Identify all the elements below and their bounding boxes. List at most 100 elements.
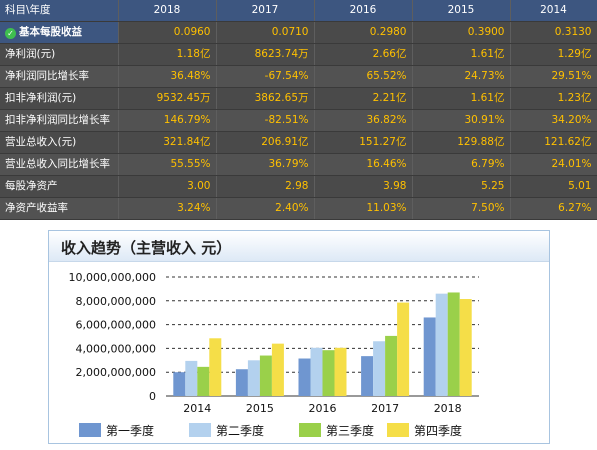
bar <box>310 347 323 396</box>
bar <box>173 372 186 396</box>
y-tick-label: 2,000,000,000 <box>76 366 156 379</box>
table-cell: 5.01 <box>510 175 597 198</box>
table-row: 营业总收入(元) 321.84亿 206.91亿 151.27亿 129.88亿 121.… <box>0 131 597 154</box>
chart-title: 收入趋势（主营收入 元） <box>61 239 232 257</box>
bar <box>447 292 460 396</box>
table-cell: 0.0710 <box>216 21 315 44</box>
table-cell: 1.61亿 <box>412 43 511 66</box>
table-cell: 206.91亿 <box>216 131 315 154</box>
row-label-text: 净利润(元) <box>5 48 56 60</box>
legend-label: 第三季度 <box>326 423 374 438</box>
table-cell: -82.51% <box>216 109 315 132</box>
row-label-text: 基本每股收益 <box>19 26 82 38</box>
row-label-text: 净利润同比增长率 <box>5 70 89 82</box>
table-cell: 9532.45万 <box>118 87 217 110</box>
legend-swatch <box>387 423 409 437</box>
legend-label: 第一季度 <box>106 423 154 438</box>
table-cell: 2.21亿 <box>314 87 413 110</box>
bar <box>361 356 374 396</box>
bar <box>247 360 260 396</box>
bar <box>322 350 335 396</box>
table-cell: 7.50% <box>412 197 511 220</box>
row-label-text: 营业总收入同比增长率 <box>5 158 110 170</box>
x-tick-label: 2016 <box>309 402 337 415</box>
table-cell: 8623.74万 <box>216 43 315 66</box>
bar <box>423 317 436 396</box>
row-label: ✓ 基本每股收益 <box>0 21 119 44</box>
table-cell: 0.2980 <box>314 21 413 44</box>
table-cell: 2.40% <box>216 197 315 220</box>
table-cell: 29.51% <box>510 65 597 88</box>
y-tick-label: 8,000,000,000 <box>76 295 156 308</box>
table-cell: 6.27% <box>510 197 597 220</box>
row-label: 扣非净利润同比增长率 <box>0 109 119 132</box>
table-cell: 11.03% <box>314 197 413 220</box>
x-tick-label: 2015 <box>246 402 274 415</box>
y-tick-label: 0 <box>149 390 156 403</box>
table-cell: 1.23亿 <box>510 87 597 110</box>
bar <box>334 347 347 396</box>
row-label: 净资产收益率 <box>0 197 119 220</box>
row-label: 扣非净利润(元) <box>0 87 119 110</box>
chart-canvas: 10,000,000,000 8,000,000,000 6,000,000,000… <box>69 271 479 438</box>
table-header-cell: 2016 <box>314 0 413 22</box>
table-cell: 5.25 <box>412 175 511 198</box>
table-cell: 65.52% <box>314 65 413 88</box>
table-cell: 3.98 <box>314 175 413 198</box>
table-cell: 321.84亿 <box>118 131 217 154</box>
table-cell: 55.55% <box>118 153 217 176</box>
table-cell: -67.54% <box>216 65 315 88</box>
table-row: 净利润同比增长率 36.48% -67.54% 65.52% 24.73% 29.51% <box>0 65 597 88</box>
table-row: 营业总收入同比增长率 55.55% 36.79% 16.46% 6.79% 24.01% <box>0 153 597 176</box>
row-label: 营业总收入同比增长率 <box>0 153 119 176</box>
legend-label: 第二季度 <box>216 423 264 438</box>
legend-swatch <box>299 423 321 437</box>
table-cell: 6.79% <box>412 153 511 176</box>
table-header-row: 科目\年度 2018 2017 2016 2015 2014 <box>0 0 597 22</box>
table-cell: 34.20% <box>510 109 597 132</box>
bar <box>185 360 198 396</box>
table-row: 净资产收益率 3.24% 2.40% 11.03% 7.50% 6.27% <box>0 197 597 220</box>
table-cell: 0.3900 <box>412 21 511 44</box>
chart-title-bar <box>49 231 549 262</box>
table-cell: 2.66亿 <box>314 43 413 66</box>
table-cell: 3862.65万 <box>216 87 315 110</box>
table-row: 扣非净利润(元) 9532.45万 3862.65万 2.21亿 1.61亿 1.23亿 <box>0 87 597 110</box>
row-label-text: 扣非净利润同比增长率 <box>5 114 110 126</box>
bar <box>459 299 472 396</box>
x-tick-label: 2018 <box>434 402 462 415</box>
bar <box>259 355 272 396</box>
table-row: 每股净资产 3.00 2.98 3.98 5.25 5.01 <box>0 175 597 198</box>
row-label-text: 每股净资产 <box>5 180 58 192</box>
table-header-cell: 科目\年度 <box>0 0 119 22</box>
table-header-cell: 2017 <box>216 0 315 22</box>
y-tick-label: 6,000,000,000 <box>76 319 156 332</box>
bar <box>435 293 448 396</box>
table-cell: 2.98 <box>216 175 315 198</box>
bar <box>197 366 210 396</box>
bar <box>271 343 284 396</box>
row-label: 净利润同比增长率 <box>0 65 119 88</box>
financial-table: 科目\年度 2018 2017 2016 2015 2014 ✓ 基本每股收益 0.… <box>0 0 597 220</box>
table-cell: 146.79% <box>118 109 217 132</box>
bar <box>385 335 398 396</box>
legend-swatch <box>189 423 211 437</box>
table-cell: 30.91% <box>412 109 511 132</box>
table-cell: 3.00 <box>118 175 217 198</box>
table-cell: 16.46% <box>314 153 413 176</box>
table-cell: 0.3130 <box>510 21 597 44</box>
x-tick-label: 2017 <box>371 402 399 415</box>
bar <box>298 358 311 396</box>
revenue-trend-chart: 收入趋势（主营收入 元） 10,000,000,000 8,000,000,000… <box>48 230 550 444</box>
bar <box>235 369 248 396</box>
table-cell: 36.82% <box>314 109 413 132</box>
bar <box>373 341 386 396</box>
table-cell: 129.88亿 <box>412 131 511 154</box>
table-cell: 3.24% <box>118 197 217 220</box>
table-cell: 1.61亿 <box>412 87 511 110</box>
table-cell: 36.79% <box>216 153 315 176</box>
row-label-text: 净资产收益率 <box>5 202 68 214</box>
table-cell: 36.48% <box>118 65 217 88</box>
table-cell: 151.27亿 <box>314 131 413 154</box>
table-header-cell: 2015 <box>412 0 511 22</box>
